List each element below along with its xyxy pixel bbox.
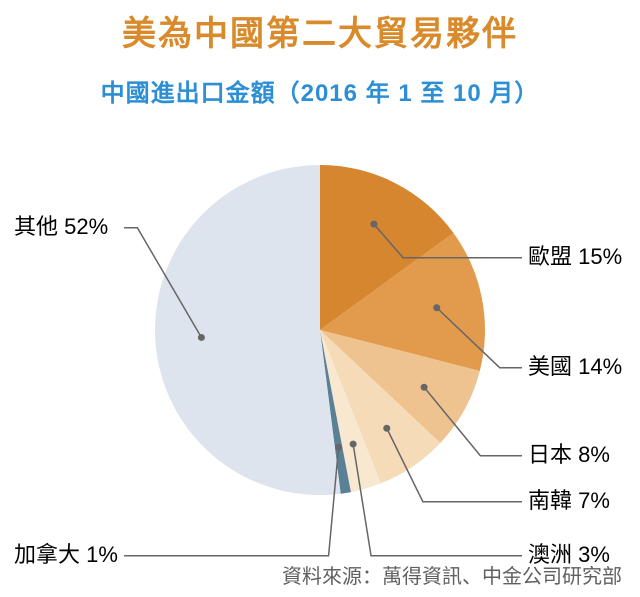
slice-label: 加拿大 1% — [14, 537, 118, 569]
pie-chart-wrap: 歐盟 15%美國 14%日本 8%南韓 7%澳洲 3%加拿大 1%其他 52% — [0, 120, 640, 580]
slice-label: 日本 8% — [528, 437, 610, 469]
slice-label: 其他 52% — [14, 209, 108, 241]
chart-subtitle: 中國進出口金額（2016 年 1 至 10 月） — [0, 73, 640, 108]
pie-chart-svg — [155, 165, 485, 495]
slice-label: 美國 14% — [528, 349, 622, 381]
chart-title: 美為中國第二大貿易夥伴 — [0, 0, 640, 55]
source-text: 資料來源：萬得資訊、中金公司研究部 — [282, 560, 622, 589]
pie-slice — [155, 165, 341, 495]
slice-label: 歐盟 15% — [528, 239, 622, 271]
slice-label: 南韓 7% — [528, 483, 610, 515]
